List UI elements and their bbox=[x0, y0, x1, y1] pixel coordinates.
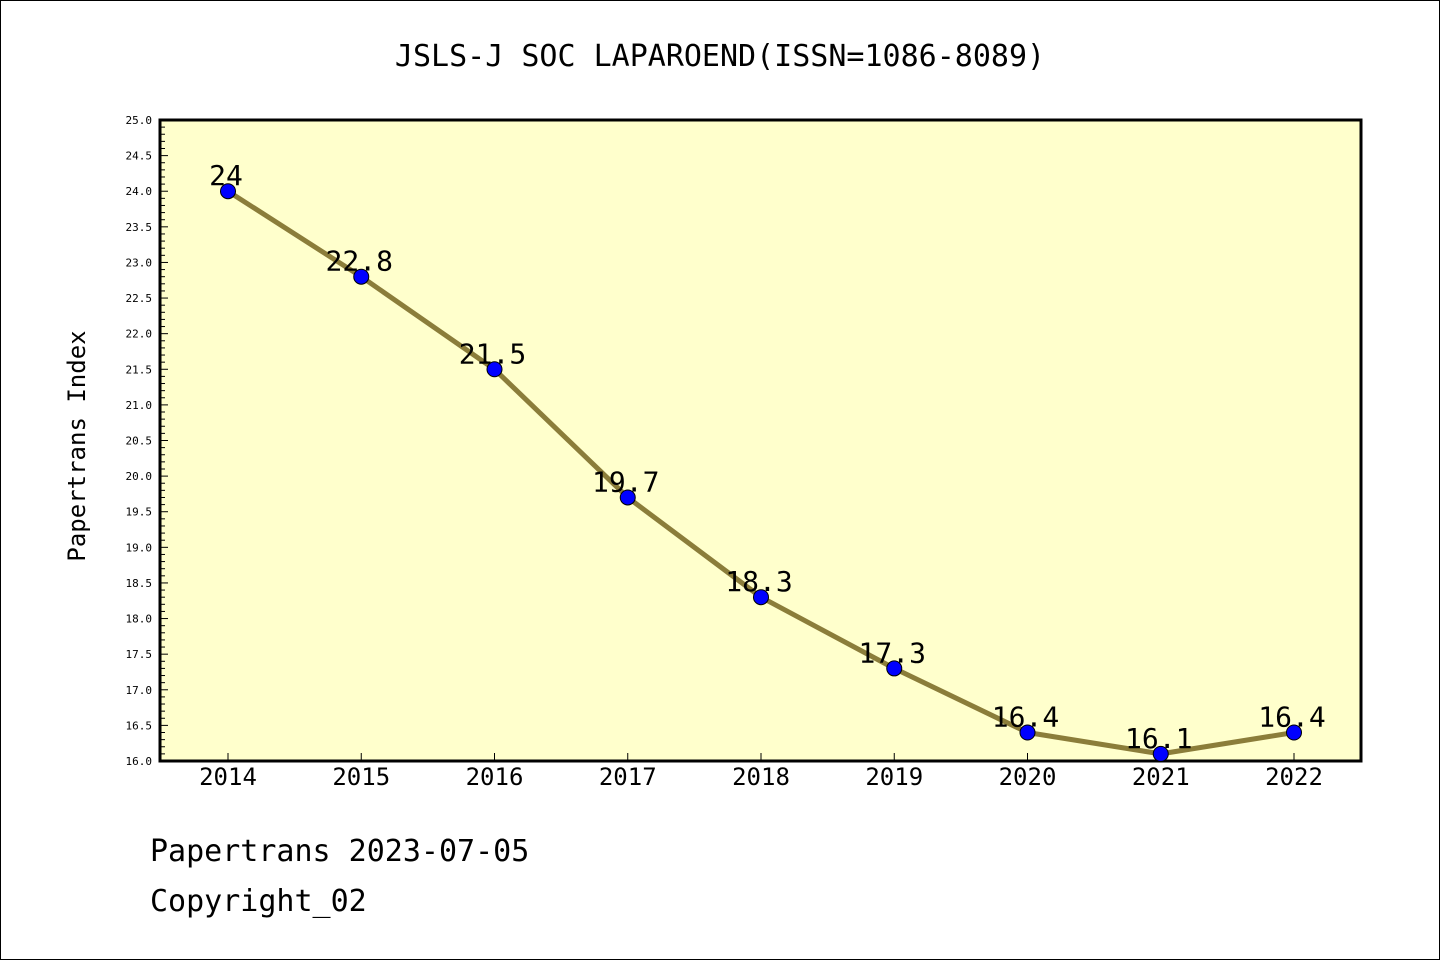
data-series bbox=[220, 183, 1302, 762]
x-tick-label: 2019 bbox=[865, 763, 923, 791]
data-label: 22.8 bbox=[326, 245, 393, 278]
data-point bbox=[1152, 745, 1169, 762]
x-tick-label: 2022 bbox=[1265, 763, 1323, 791]
data-label: 17.3 bbox=[859, 636, 926, 669]
y-tick-label: 20.0 bbox=[126, 470, 153, 483]
y-tick-label: 22.0 bbox=[126, 328, 153, 341]
y-tick-label: 19.5 bbox=[126, 506, 153, 519]
y-tick-label: 17.0 bbox=[126, 684, 153, 697]
y-tick-label: 24.5 bbox=[126, 150, 153, 163]
x-tick-label: 2018 bbox=[732, 763, 790, 791]
plot-area bbox=[158, 118, 1363, 763]
y-tick-label: 17.5 bbox=[126, 648, 153, 661]
data-label: 24 bbox=[209, 159, 243, 192]
y-tick-label: 25.0 bbox=[126, 114, 153, 127]
chart-title: JSLS-J SOC LAPAROEND(ISSN=1086-8089) bbox=[395, 39, 1045, 74]
y-tick-label: 23.0 bbox=[126, 256, 153, 269]
data-point bbox=[1019, 724, 1036, 741]
data-point bbox=[619, 489, 636, 506]
data-label: 16.4 bbox=[1258, 701, 1325, 734]
y-tick-label: 16.0 bbox=[126, 755, 153, 768]
y-tick-label: 23.5 bbox=[126, 221, 153, 234]
x-tick-label: 2021 bbox=[1132, 763, 1190, 791]
x-tick-label: 2014 bbox=[199, 763, 257, 791]
y-tick-label: 21.5 bbox=[126, 363, 153, 376]
data-label: 19.7 bbox=[592, 465, 659, 498]
y-axis-label: Papertrans Index bbox=[63, 330, 91, 561]
data-label: 21.5 bbox=[459, 337, 526, 370]
data-point bbox=[1286, 724, 1302, 741]
data-point bbox=[753, 589, 769, 606]
x-tick-label: 2020 bbox=[999, 763, 1057, 791]
data-point bbox=[886, 660, 903, 677]
y-tick-label: 16.5 bbox=[126, 719, 153, 732]
x-axis-ticks: 2014 2015 2016 2017 2018 2019 2020 2021 2022 bbox=[199, 753, 1323, 791]
data-point bbox=[353, 268, 370, 285]
data-labels: 24 22.8 21.5 19.7 18.3 17.3 16.4 16.1 16.4 bbox=[209, 159, 1326, 755]
footer-copyright-text: Copyright_02 bbox=[150, 884, 367, 919]
y-tick-label: 18.5 bbox=[126, 577, 153, 590]
y-tick-label: 24.0 bbox=[126, 185, 153, 198]
data-point bbox=[486, 361, 503, 378]
footer-date-text: Papertrans 2023-07-05 bbox=[150, 834, 530, 869]
y-tick-label: 22.5 bbox=[126, 292, 153, 305]
data-label: 18.3 bbox=[725, 565, 792, 598]
x-tick-label: 2015 bbox=[332, 763, 390, 791]
x-tick-label: 2017 bbox=[599, 763, 657, 791]
data-point bbox=[220, 183, 236, 200]
data-label: 16.1 bbox=[1125, 722, 1192, 755]
y-tick-label: 18.0 bbox=[126, 613, 153, 626]
y-tick-label: 21.0 bbox=[126, 399, 153, 412]
y-axis-ticks: 16.0 16.5 17.0 17.5 18.0 18.5 19.0 19.5 20.0 20.5… bbox=[126, 114, 168, 768]
y-tick-label: 20.5 bbox=[126, 435, 153, 448]
x-tick-label: 2016 bbox=[466, 763, 524, 791]
data-label: 16.4 bbox=[992, 701, 1059, 734]
y-tick-label: 19.0 bbox=[126, 541, 153, 554]
